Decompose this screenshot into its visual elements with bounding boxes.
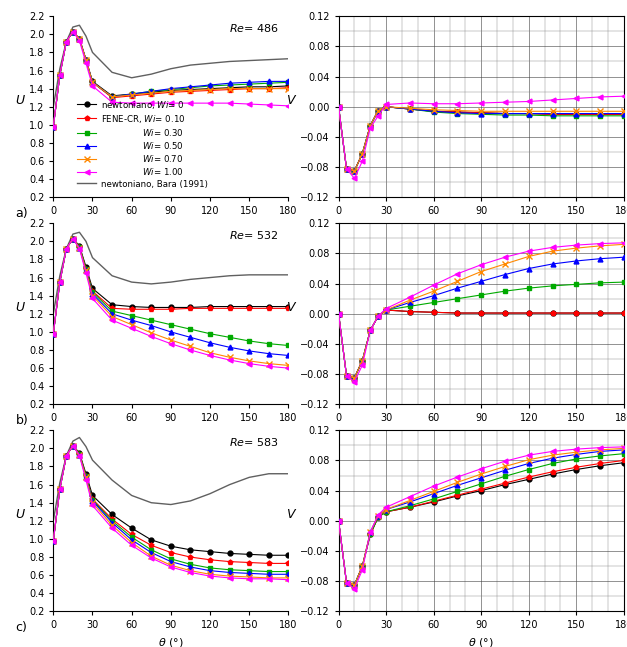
Text: c): c) <box>16 621 28 634</box>
Text: $Re$= 532: $Re$= 532 <box>229 228 279 241</box>
X-axis label: $\theta$ (°): $\theta$ (°) <box>468 636 494 647</box>
X-axis label: $\theta$ (°): $\theta$ (°) <box>158 222 184 235</box>
Y-axis label: $U$: $U$ <box>15 508 26 521</box>
Y-axis label: $V$: $V$ <box>286 508 297 521</box>
Y-axis label: $U$: $U$ <box>15 301 26 314</box>
Legend: newtoniano, $Wi$= 0, FENE-CR, $Wi$= 0.10,                $Wi$= 0.30,            : newtoniano, $Wi$= 0, FENE-CR, $Wi$= 0.10… <box>76 98 208 190</box>
Y-axis label: $V$: $V$ <box>286 301 297 314</box>
Text: b): b) <box>16 414 28 427</box>
Text: $Re$= 486: $Re$= 486 <box>229 21 279 34</box>
Y-axis label: $V$: $V$ <box>286 94 297 107</box>
X-axis label: $\theta$ (°): $\theta$ (°) <box>158 429 184 442</box>
X-axis label: $\theta$ (°): $\theta$ (°) <box>468 429 494 442</box>
X-axis label: $\theta$ (°): $\theta$ (°) <box>158 636 184 647</box>
X-axis label: $\theta$ (°): $\theta$ (°) <box>468 222 494 235</box>
Text: a): a) <box>16 207 28 220</box>
Text: $Re$= 583: $Re$= 583 <box>229 435 279 448</box>
Y-axis label: $U$: $U$ <box>15 94 26 107</box>
